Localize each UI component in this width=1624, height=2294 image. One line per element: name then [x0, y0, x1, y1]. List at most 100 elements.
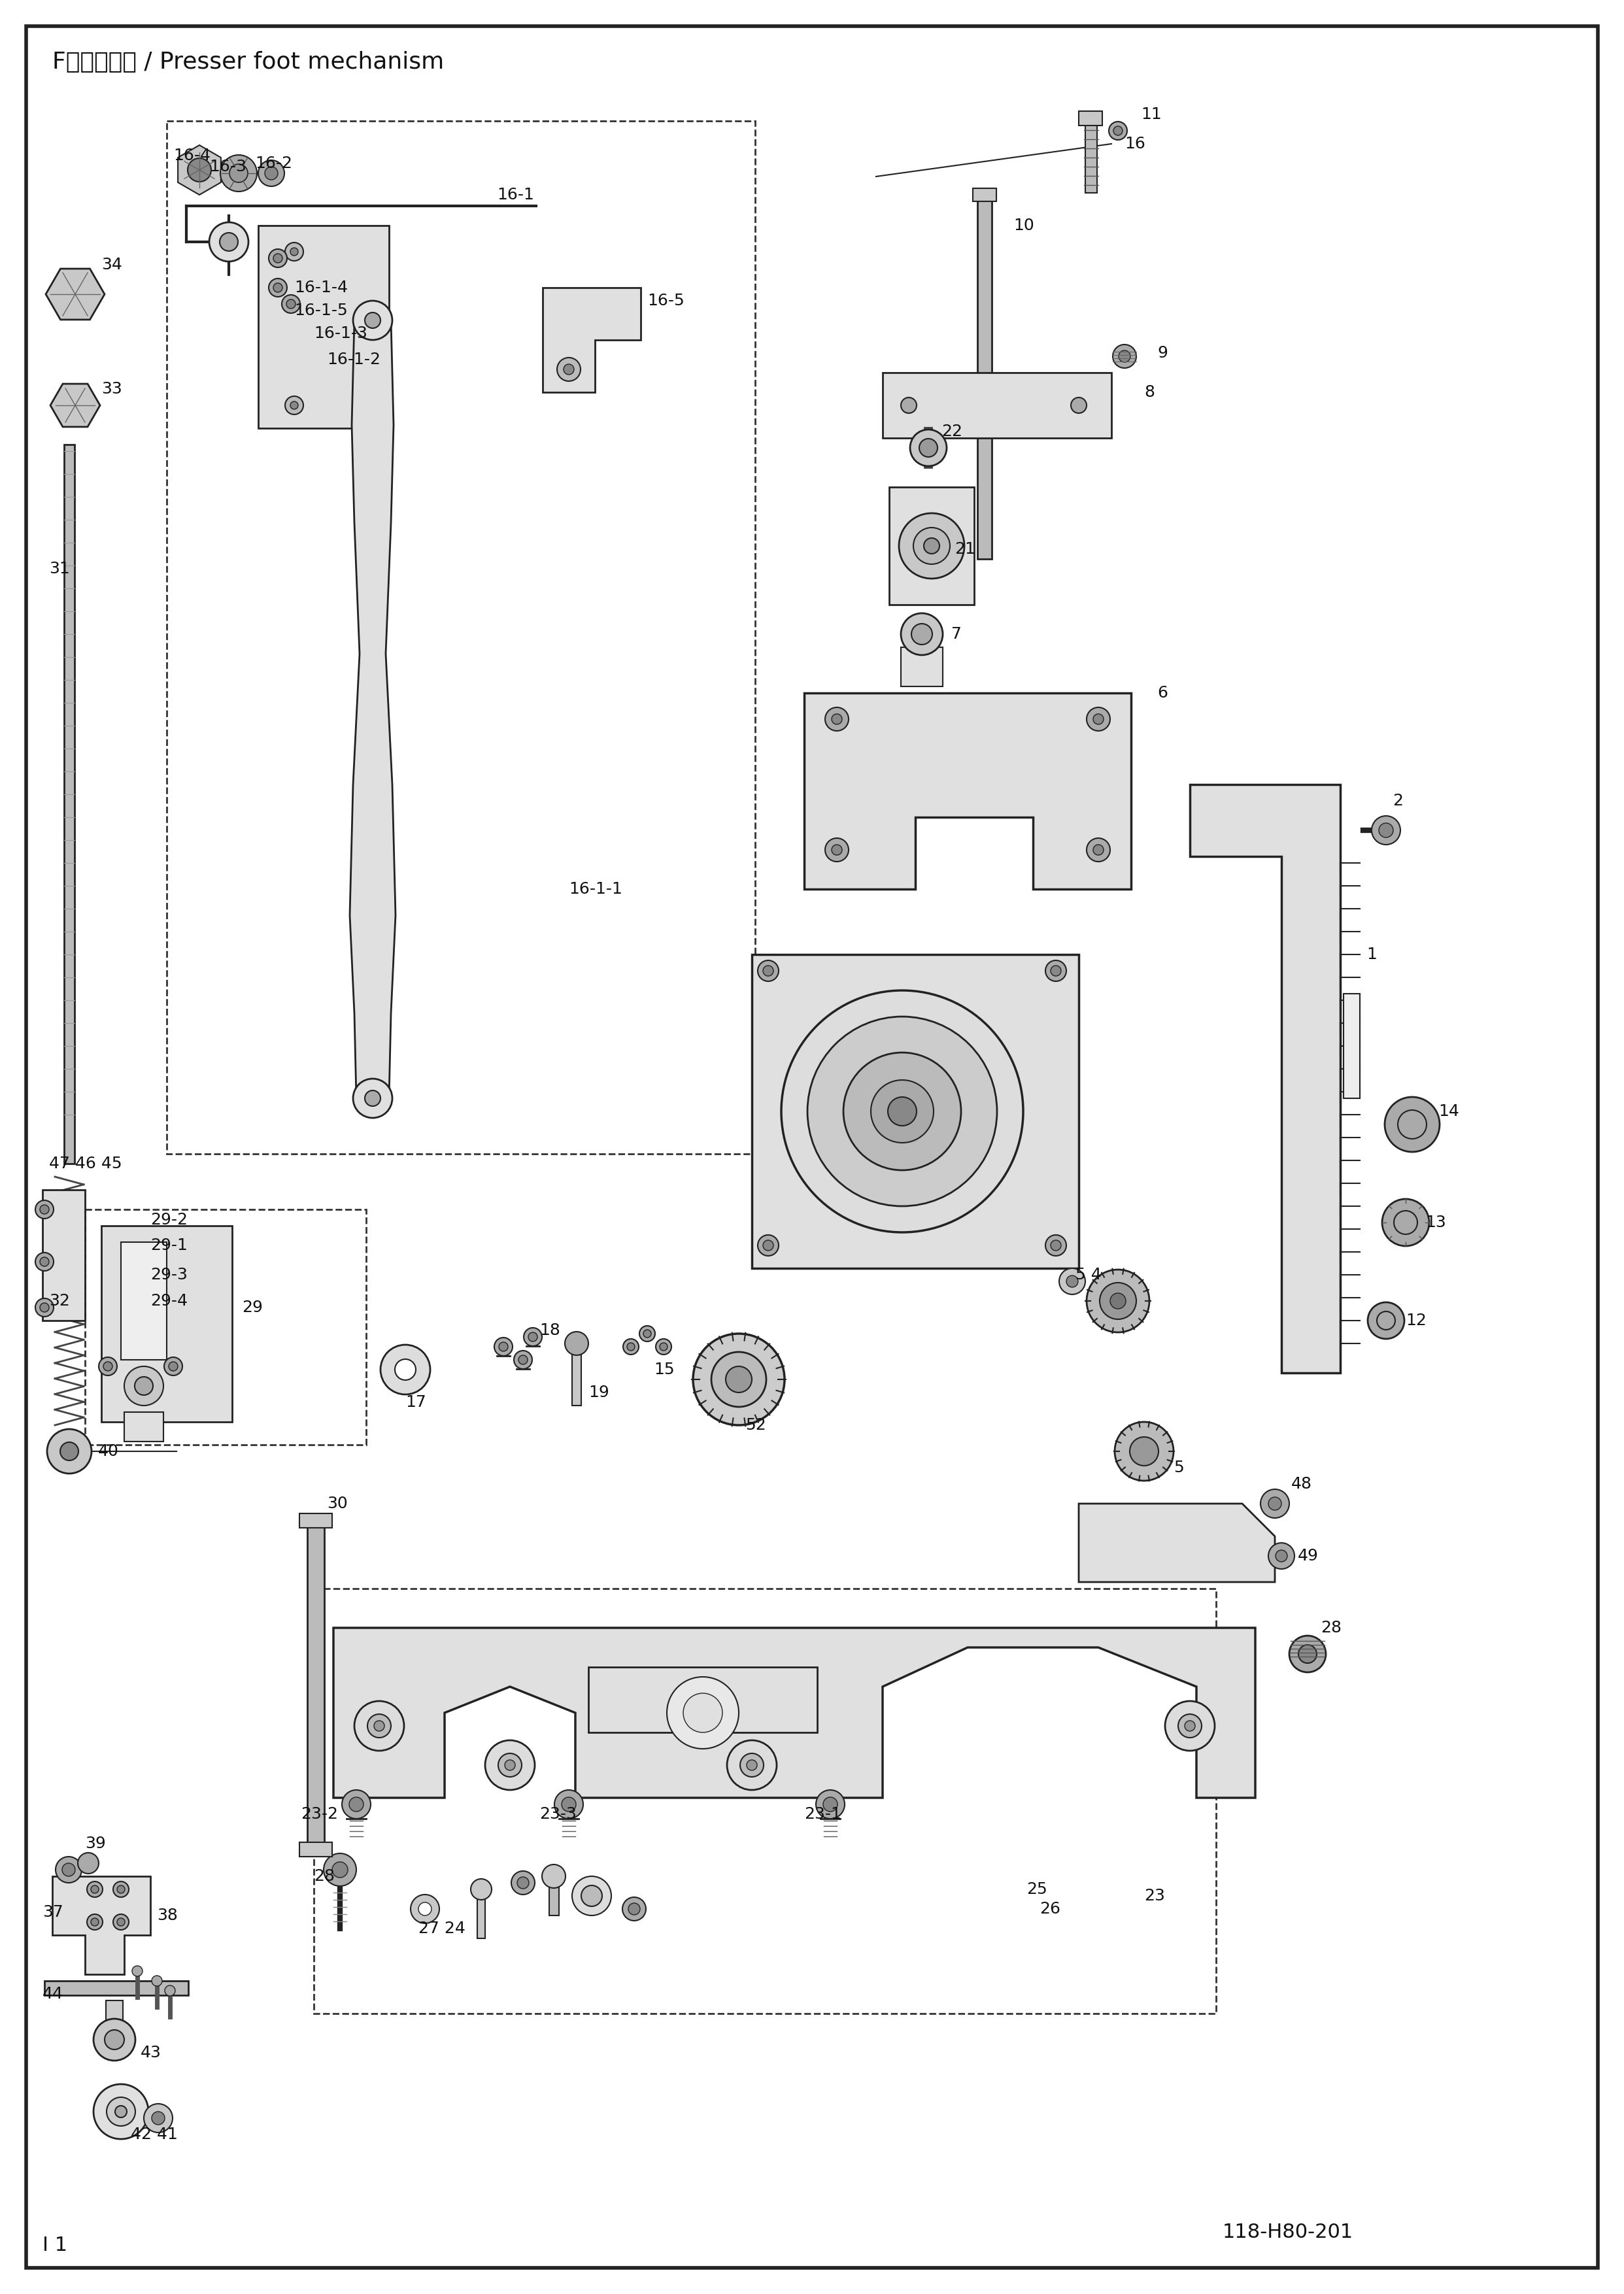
Circle shape [88, 1881, 102, 1897]
Bar [313, 1590, 1216, 2014]
Circle shape [486, 1741, 534, 1789]
Circle shape [758, 1234, 778, 1255]
Circle shape [659, 1342, 667, 1351]
Circle shape [99, 1358, 117, 1376]
Circle shape [693, 1333, 784, 1425]
Text: F．押工関係 / Presser foot mechanism: F．押工関係 / Presser foot mechanism [52, 50, 443, 73]
Bar [477, 1893, 486, 1938]
Circle shape [333, 1863, 348, 1876]
Circle shape [741, 1753, 763, 1778]
Text: 18: 18 [539, 1324, 560, 1337]
Circle shape [1299, 1645, 1317, 1663]
Circle shape [1275, 1551, 1288, 1562]
Bar [549, 1879, 559, 1915]
Circle shape [286, 243, 304, 262]
Bar [120, 1241, 167, 1360]
Circle shape [728, 1741, 776, 1789]
Circle shape [684, 1693, 723, 1732]
Circle shape [471, 1879, 492, 1899]
Circle shape [117, 1918, 125, 1927]
Text: 44: 44 [42, 1987, 63, 2003]
Bar [101, 1225, 232, 1422]
Text: 29-2: 29-2 [151, 1211, 188, 1227]
Circle shape [726, 1367, 752, 1392]
Bar [84, 1209, 365, 1445]
Circle shape [1119, 351, 1130, 362]
Text: 22: 22 [942, 424, 963, 440]
Circle shape [758, 961, 778, 982]
Bar [44, 1980, 188, 1996]
Polygon shape [542, 287, 641, 392]
Circle shape [1086, 1269, 1150, 1333]
Circle shape [265, 167, 278, 179]
Circle shape [94, 2019, 135, 2060]
Circle shape [188, 158, 211, 181]
Circle shape [901, 612, 944, 656]
Bar [978, 193, 992, 560]
Circle shape [395, 1358, 416, 1381]
Bar [1343, 993, 1359, 1099]
Circle shape [919, 438, 937, 457]
Circle shape [354, 1702, 404, 1750]
Circle shape [145, 2104, 172, 2133]
Polygon shape [1078, 1503, 1275, 1583]
Circle shape [572, 1876, 611, 1915]
Circle shape [518, 1356, 528, 1365]
Text: 30: 30 [326, 1496, 348, 1512]
Circle shape [286, 397, 304, 415]
Text: 5: 5 [1174, 1459, 1184, 1475]
Text: 27 24: 27 24 [419, 1920, 466, 1936]
Circle shape [123, 1367, 164, 1406]
Text: 2: 2 [1392, 794, 1403, 810]
Polygon shape [333, 1629, 1255, 1798]
Circle shape [628, 1904, 640, 1915]
Circle shape [528, 1333, 538, 1342]
Circle shape [499, 1342, 508, 1351]
Circle shape [273, 255, 283, 264]
Circle shape [505, 1759, 515, 1771]
Circle shape [1114, 126, 1122, 135]
Text: 16-2: 16-2 [255, 156, 292, 172]
Polygon shape [179, 145, 221, 195]
Text: 8: 8 [1145, 385, 1155, 399]
Circle shape [62, 1863, 75, 1876]
Circle shape [823, 1796, 838, 1812]
Circle shape [1289, 1636, 1325, 1672]
Circle shape [273, 282, 283, 291]
Text: 7: 7 [952, 626, 961, 642]
Circle shape [209, 223, 248, 262]
Circle shape [94, 2085, 148, 2138]
Circle shape [562, 1796, 577, 1812]
Text: 29-1: 29-1 [151, 1236, 187, 1253]
Text: 17: 17 [406, 1395, 425, 1411]
Circle shape [1109, 122, 1127, 140]
Circle shape [1260, 1489, 1289, 1519]
Circle shape [499, 1753, 521, 1778]
Text: 28: 28 [1320, 1620, 1341, 1636]
Circle shape [1398, 1110, 1426, 1138]
Circle shape [117, 1886, 125, 1893]
Circle shape [1184, 1720, 1195, 1732]
Circle shape [1393, 1211, 1418, 1234]
Circle shape [132, 1966, 143, 1975]
Bar [299, 1514, 333, 1528]
Circle shape [78, 1854, 99, 1874]
Polygon shape [1190, 785, 1340, 1372]
Polygon shape [52, 1876, 151, 1975]
Text: 34: 34 [101, 257, 122, 273]
Circle shape [781, 991, 1023, 1232]
Text: 16-1-5: 16-1-5 [294, 303, 348, 319]
Text: 23-2: 23-2 [300, 1805, 338, 1821]
Bar [299, 1842, 333, 1856]
Circle shape [91, 1886, 99, 1893]
Circle shape [374, 1720, 385, 1732]
Circle shape [1379, 824, 1393, 837]
Circle shape [36, 1200, 54, 1218]
Circle shape [41, 1204, 49, 1214]
Bar [258, 225, 390, 429]
Text: 16-1-1: 16-1-1 [568, 881, 622, 897]
Text: 42 41: 42 41 [132, 2127, 177, 2143]
Circle shape [104, 1363, 112, 1372]
Circle shape [900, 514, 965, 578]
Circle shape [565, 1333, 588, 1356]
